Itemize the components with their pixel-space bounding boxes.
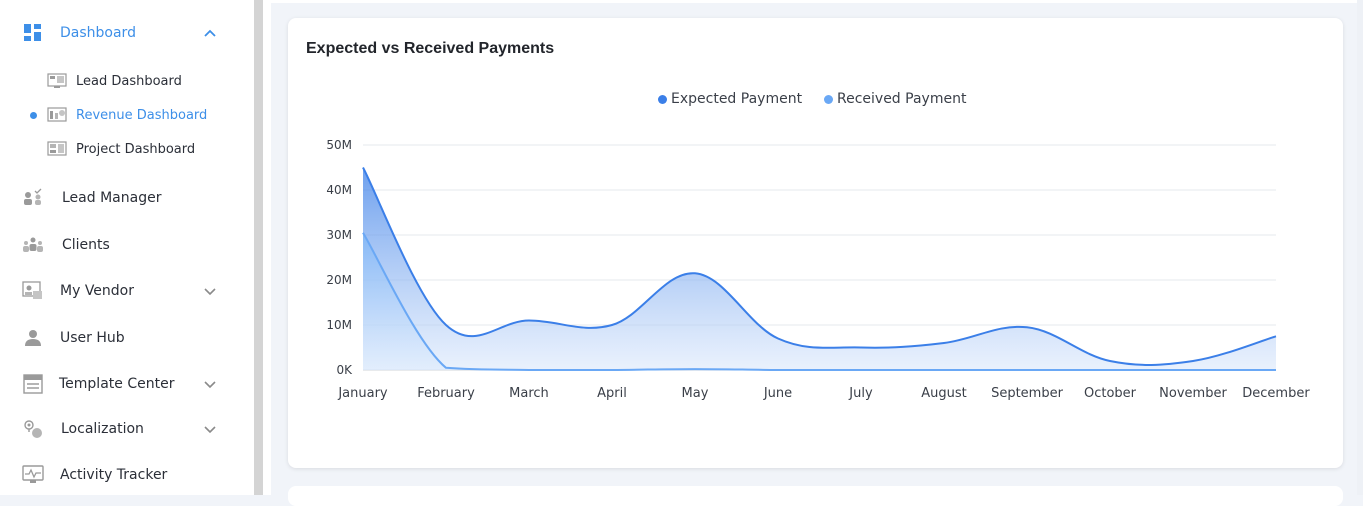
y-tick-label: 40M (326, 183, 352, 197)
card-title: Expected vs Received Payments (306, 40, 555, 57)
sidebar-subitem-label: Project Dashboard (76, 141, 196, 157)
sidebar-item-label: Lead Manager (62, 190, 162, 206)
sidebar-item-label: Template Center (59, 376, 175, 392)
y-tick-label: 20M (326, 273, 352, 287)
x-tick-label: September (991, 386, 1064, 401)
page-scrollbar[interactable] (1357, 0, 1363, 495)
sidebar-item-localization[interactable]: Localization (0, 409, 254, 449)
sidebar: Dashboard Lead Dashboard Revenue Dashboa… (0, 0, 254, 495)
sidebar-subitem-revenue-dashboard[interactable]: Revenue Dashboard (0, 100, 254, 130)
x-tick-label: August (921, 386, 967, 401)
legend-item-received[interactable]: Received Payment (824, 91, 966, 107)
sidebar-item-lead-manager[interactable]: Lead Manager (0, 178, 254, 218)
template-icon (22, 373, 44, 395)
chevron-up-icon[interactable] (203, 26, 217, 40)
user-icon (22, 327, 44, 349)
sidebar-item-label: Activity Tracker (60, 467, 168, 483)
sidebar-item-template-center[interactable]: Template Center (0, 364, 254, 404)
active-dot-icon (30, 111, 37, 119)
sidebar-subitem-label: Lead Dashboard (76, 73, 182, 89)
x-tick-label: December (1242, 386, 1310, 401)
sidebar-subitem-label: Revenue Dashboard (76, 107, 208, 123)
divider (263, 0, 271, 495)
sidebar-item-my-vendor[interactable]: My Vendor (0, 271, 254, 311)
series-line-expected[interactable] (362, 167, 1277, 366)
legend-item-expected[interactable]: Expected Payment (658, 91, 802, 107)
x-tick-label: June (763, 386, 792, 401)
x-tick-label: January (337, 386, 388, 401)
dashboard-icon (22, 22, 44, 44)
series-area-expected (363, 167, 1276, 370)
sidebar-item-clients[interactable]: Clients (0, 225, 254, 265)
area-chart: January February March April May June July Augu… (326, 138, 1310, 401)
sidebar-item-label: User Hub (60, 330, 125, 346)
lead-dashboard-icon (47, 73, 67, 88)
x-tick-label: February (417, 386, 475, 401)
chevron-down-icon[interactable] (203, 284, 217, 298)
y-tick-label: 30M (326, 228, 352, 242)
x-tick-label: March (509, 386, 549, 401)
header-strip (271, 0, 1363, 3)
clients-icon (22, 234, 44, 256)
sidebar-item-dashboard[interactable]: Dashboard (0, 13, 254, 53)
payments-chart-card: Expected vs Received Payments Expected P… (288, 18, 1343, 468)
chevron-down-icon[interactable] (203, 377, 217, 391)
sidebar-subitem-lead-dashboard[interactable]: Lead Dashboard (0, 66, 254, 96)
next-card (288, 486, 1343, 506)
x-tick-label: April (597, 386, 627, 401)
vendor-icon (22, 280, 44, 302)
legend-swatch (658, 94, 667, 104)
sidebar-scrollbar[interactable] (254, 0, 263, 495)
sidebar-item-label: Localization (61, 421, 144, 437)
chevron-down-icon[interactable] (203, 422, 217, 436)
x-tick-label: November (1159, 386, 1227, 401)
y-tick-label: 50M (326, 138, 352, 152)
series-line-received[interactable] (362, 232, 1276, 372)
project-dashboard-icon (47, 141, 67, 156)
localization-icon (22, 418, 44, 440)
sidebar-subitem-project-dashboard[interactable]: Project Dashboard (0, 134, 254, 164)
revenue-dashboard-icon (47, 107, 67, 122)
sidebar-item-label: Clients (62, 237, 110, 253)
sidebar-item-user-hub[interactable]: User Hub (0, 318, 254, 358)
legend-label: Expected Payment (671, 91, 803, 107)
y-tick-label: 0K (336, 363, 353, 377)
x-tick-label: July (848, 386, 873, 401)
x-tick-label: October (1084, 386, 1137, 401)
lead-manager-icon (22, 187, 44, 209)
legend-label: Received Payment (837, 91, 967, 107)
y-tick-label: 10M (326, 318, 352, 332)
sidebar-item-activity-tracker[interactable]: Activity Tracker (0, 455, 254, 495)
sidebar-item-label: Dashboard (60, 25, 136, 41)
sidebar-item-label: My Vendor (60, 283, 134, 299)
x-tick-label: May (682, 386, 709, 401)
activity-icon (22, 464, 44, 486)
legend-swatch (824, 94, 833, 104)
